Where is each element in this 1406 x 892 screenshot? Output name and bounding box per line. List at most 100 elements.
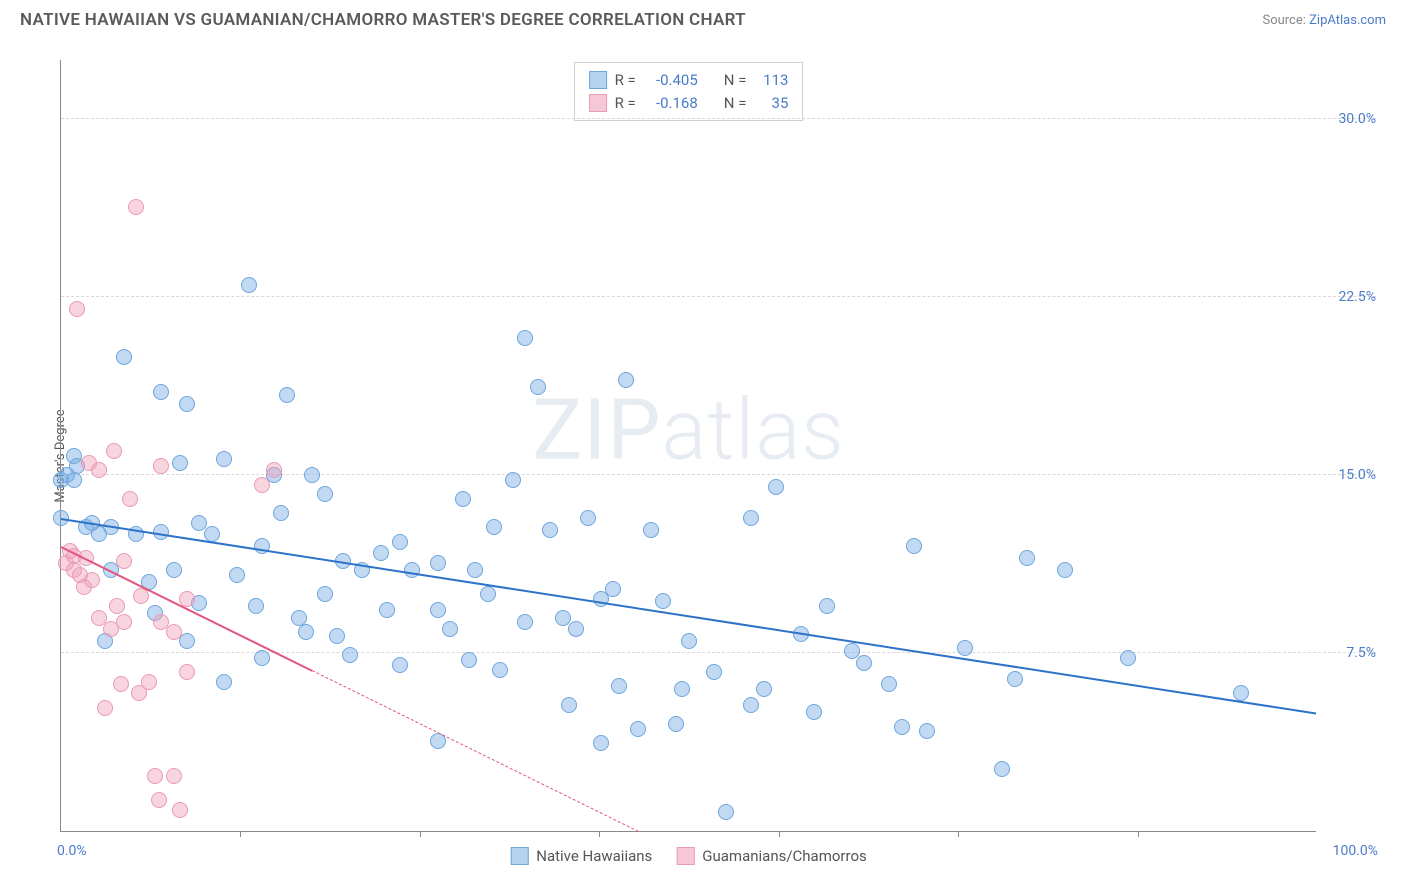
source-attribution: Source: ZipAtlas.com [1262,13,1386,28]
legend-swatch [676,847,694,865]
data-point [681,633,697,649]
data-point [743,510,759,526]
data-point [806,704,822,720]
data-point [166,562,182,578]
data-point [492,662,508,678]
data-point [392,657,408,673]
data-point [248,598,264,614]
x-tick [1138,831,1139,837]
data-point [718,804,734,820]
data-point [957,640,973,656]
correlation-stats-box: R = -0.405 N = 113R = -0.168 N = 35 [574,62,804,121]
data-point [69,301,85,317]
data-point [517,614,533,630]
data-point [743,697,759,713]
x-axis-max-label: 100.0% [1333,843,1378,859]
data-point [216,674,232,690]
data-point [994,761,1010,777]
data-point [166,624,182,640]
stats-row: R = -0.405 N = 113 [589,69,789,92]
data-point [342,647,358,663]
n-value: 113 [754,69,788,92]
data-point [611,678,627,694]
legend-label: Native Hawaiians [536,847,652,865]
data-point [166,768,182,784]
x-tick [240,831,241,837]
data-point [430,555,446,571]
data-point [298,624,314,640]
data-point [116,349,132,365]
series-legend: Native Hawaiians Guamanians/Chamorros [510,847,867,865]
data-point [153,458,169,474]
data-point [561,697,577,713]
data-point [97,700,113,716]
data-point [706,664,722,680]
data-point [254,477,270,493]
data-point [216,451,232,467]
legend-label: Guamanians/Chamorros [702,847,866,865]
data-point [147,768,163,784]
r-label: R = [615,69,636,92]
data-point [517,330,533,346]
data-point [568,621,584,637]
data-point [179,664,195,680]
data-point [618,372,634,388]
gridline [61,296,1376,297]
data-point [455,491,471,507]
data-point [141,674,157,690]
data-point [856,655,872,671]
data-point [461,652,477,668]
y-tick-label: 15.0% [1338,467,1376,483]
data-point [266,462,282,478]
data-point [329,628,345,644]
data-point [919,723,935,739]
data-point [151,792,167,808]
legend-swatch [589,94,607,112]
r-value: -0.168 [644,92,698,115]
data-point [373,545,389,561]
data-point [304,467,320,483]
chart-header: NATIVE HAWAIIAN VS GUAMANIAN/CHAMORRO MA… [0,0,1406,36]
data-point [881,676,897,692]
data-point [91,462,107,478]
data-point [542,522,558,538]
data-point [430,602,446,618]
data-point [768,479,784,495]
legend-swatch [510,847,528,865]
data-point [128,199,144,215]
n-label: N = [724,92,747,115]
stats-row: R =-0.168N =35 [589,92,789,115]
data-point [1057,562,1073,578]
data-point [122,491,138,507]
trend-line-extrapolated [312,670,639,832]
legend-item: Native Hawaiians [510,847,652,865]
data-point [172,455,188,471]
data-point [273,505,289,521]
data-point [486,519,502,535]
data-point [605,581,621,597]
watermark: ZIPatlas [532,381,845,480]
x-axis-min-label: 0.0% [57,843,87,859]
data-point [668,716,684,732]
r-value: -0.405 [644,69,698,92]
data-point [404,562,420,578]
data-point [172,802,188,818]
chart-container: Master's Degree ZIPatlas R =-0.405N =113… [20,40,1386,872]
n-value: 35 [754,92,788,115]
source-link[interactable]: ZipAtlas.com [1309,13,1386,28]
data-point [593,735,609,751]
data-point [317,486,333,502]
data-point [480,586,496,602]
data-point [894,719,910,735]
n-label: N = [724,69,747,92]
chart-title: NATIVE HAWAIIAN VS GUAMANIAN/CHAMORRO MA… [20,10,746,30]
data-point [254,650,270,666]
data-point [756,681,772,697]
gridline [61,118,1376,119]
data-point [241,277,257,293]
x-tick [420,831,421,837]
data-point [580,510,596,526]
data-point [392,534,408,550]
data-point [630,721,646,737]
data-point [153,384,169,400]
